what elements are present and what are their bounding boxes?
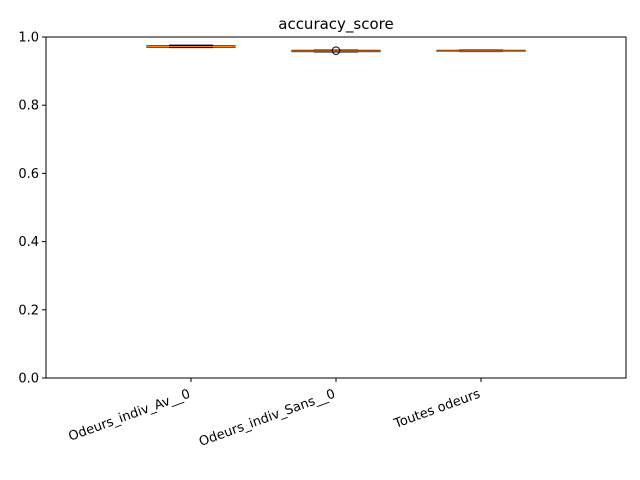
outlier-point [331, 46, 341, 55]
box-1 [291, 46, 381, 55]
x-tick-label: Odeurs_indiv_Sans__0 [197, 387, 337, 450]
boxes-layer [146, 44, 526, 55]
box-2 [436, 49, 526, 53]
x-axis: Odeurs_indiv_Av__0 Odeurs_indiv_Sans__0 To… [67, 378, 483, 450]
y-axis: 0.0 0.2 0.4 0.6 0.8 1.0 [18, 31, 46, 387]
x-tick-label: Toutes odeurs [391, 387, 482, 432]
y-tick-label: 0.2 [18, 303, 39, 318]
x-tick-label: Odeurs_indiv_Av__0 [67, 387, 193, 445]
y-tick-label: 0.6 [18, 167, 39, 182]
box-0 [146, 44, 236, 49]
plot-area [45, 36, 627, 379]
y-tick-label: 0.4 [18, 235, 39, 250]
chart-title: accuracy_score [278, 15, 393, 34]
y-tick-label: 0.8 [18, 99, 39, 114]
y-tick-label: 1.0 [18, 31, 39, 46]
y-tick-label: 0.0 [18, 372, 39, 387]
